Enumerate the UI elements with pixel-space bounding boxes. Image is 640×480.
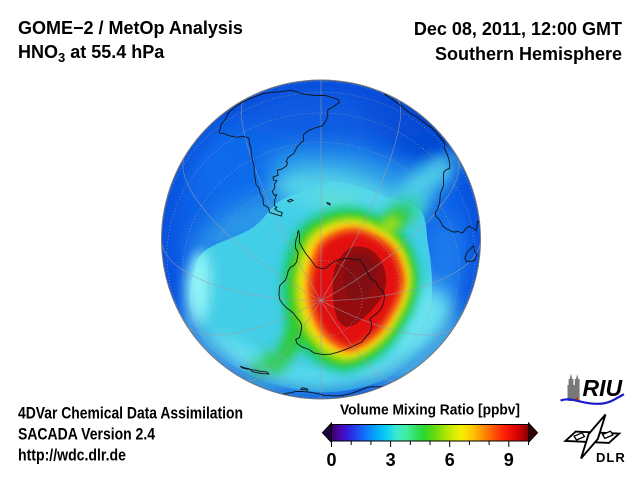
svg-text:3: 3 xyxy=(386,450,396,470)
svg-text:Southern Hemisphere: Southern Hemisphere xyxy=(435,44,622,64)
svg-text:SACADA Version 2.4: SACADA Version 2.4 xyxy=(18,425,155,444)
svg-text:9: 9 xyxy=(504,450,514,470)
svg-text:Volume Mixing Ratio [ppbv]: Volume Mixing Ratio [ppbv] xyxy=(340,402,520,419)
svg-text:GOME−2 / MetOp Analysis: GOME−2 / MetOp Analysis xyxy=(18,18,243,38)
svg-text:http://wdc.dlr.de: http://wdc.dlr.de xyxy=(18,446,126,465)
svg-text:0: 0 xyxy=(326,450,336,470)
svg-text:HNO3 at 55.4 hPa: HNO3 at 55.4 hPa xyxy=(18,42,165,65)
svg-text:4DVar Chemical Data Assimilati: 4DVar Chemical Data Assimilation xyxy=(18,404,243,423)
svg-text:DLR: DLR xyxy=(596,450,626,465)
svg-text:RIU: RIU xyxy=(583,375,624,401)
svg-text:Dec 08, 2011, 12:00 GMT: Dec 08, 2011, 12:00 GMT xyxy=(414,19,622,39)
svg-text:6: 6 xyxy=(445,450,455,470)
